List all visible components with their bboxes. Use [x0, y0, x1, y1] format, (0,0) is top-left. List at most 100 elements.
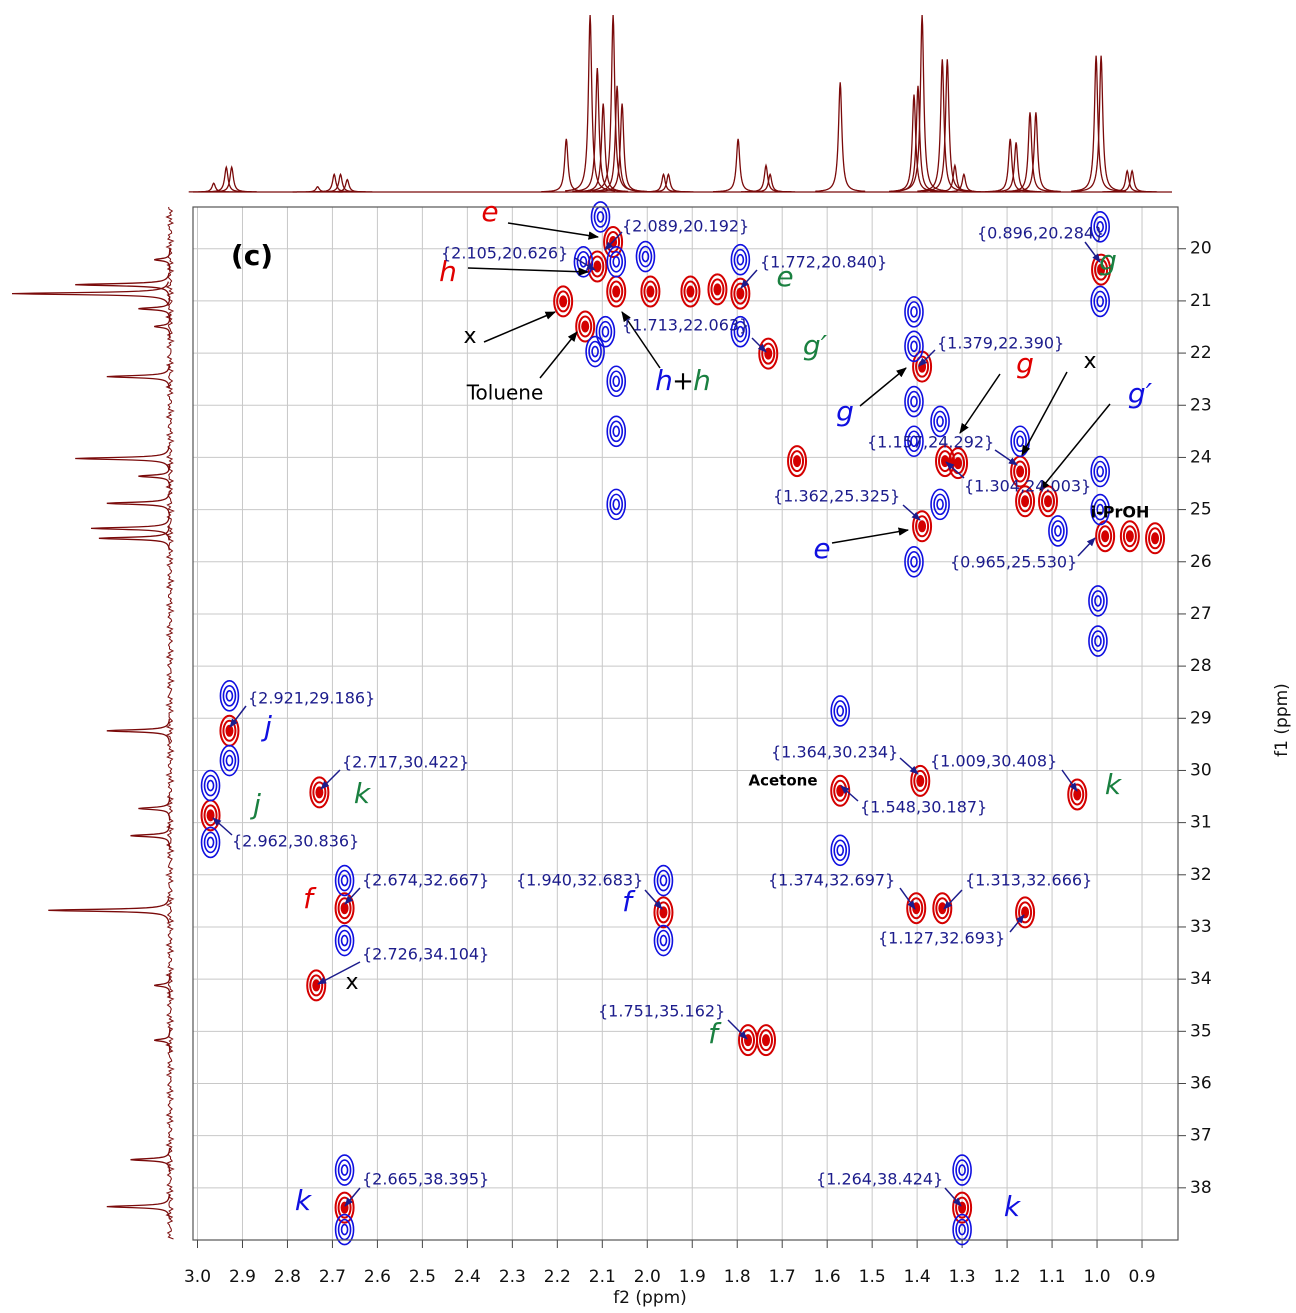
- contour-ring: [836, 705, 845, 717]
- cross-peak: [904, 425, 924, 458]
- contour-ring: [904, 425, 924, 458]
- x-tick-label: 3.0: [184, 1267, 211, 1287]
- contour-ring: [612, 375, 621, 388]
- x-tick-label: 1.3: [949, 1267, 976, 1287]
- contour-ring: [910, 764, 931, 797]
- contour-ring: [830, 834, 851, 867]
- contour-ring: [203, 774, 218, 797]
- contour-ring: [907, 430, 921, 453]
- contour-ring: [659, 906, 668, 919]
- contour-ring: [581, 320, 590, 333]
- contour-ring: [758, 337, 779, 370]
- contour-ring: [1073, 788, 1082, 801]
- arrow: [483, 311, 556, 343]
- contour-ring: [1090, 285, 1110, 318]
- x-tick-label: 1.8: [724, 1267, 751, 1287]
- contour-ring: [736, 325, 745, 338]
- annotation: h: [439, 255, 457, 288]
- f1-projection-peak: [75, 446, 170, 471]
- contour-ring: [612, 425, 621, 438]
- cross-peak: [575, 310, 596, 343]
- cross-peak: [730, 277, 751, 310]
- y-tick-label: 35: [1190, 1021, 1212, 1041]
- peak-label-arrow: [840, 785, 859, 802]
- contour-ring: [609, 370, 624, 393]
- contour-ring: [910, 395, 918, 408]
- grid: 3.0 2.9 2.8 2.7 2.6 2.5 2.4 2.3 2.2 2.1 2.0 1.9 1.8 1…: [184, 207, 1212, 1287]
- peak-label: {2.726,34.104}: [362, 945, 489, 964]
- f2-projection-peak: [188, 182, 239, 193]
- peak-label-arrow: [994, 449, 1018, 466]
- contour-ring: [793, 455, 802, 468]
- x-axis-label: f2 (ppm): [613, 1288, 687, 1308]
- peak-label: {1.264,38.424}: [816, 1170, 943, 1189]
- cross-peak: [606, 415, 627, 448]
- contour-ring: [907, 550, 921, 573]
- annotation: k: [354, 777, 372, 810]
- contour-ring: [653, 896, 674, 929]
- annotation: k: [295, 1184, 313, 1217]
- contour-ring: [686, 285, 695, 298]
- annotation: +: [672, 367, 694, 397]
- cross-peak: [606, 275, 627, 308]
- contour-ring: [222, 749, 237, 772]
- cross-peak: [635, 240, 656, 273]
- contour-ring: [656, 901, 671, 924]
- contour-ring: [1015, 896, 1036, 929]
- peak-label-arrow: [1061, 769, 1078, 792]
- annotation: e: [481, 195, 498, 228]
- contour-ring: [936, 415, 944, 428]
- contour-ring: [952, 1213, 972, 1246]
- x-tick-label: 2.8: [274, 1267, 301, 1287]
- contour-ring: [578, 315, 593, 338]
- y-tick-label: 25: [1190, 500, 1212, 520]
- cross-peak: [306, 969, 327, 1002]
- peak-label-arrow: [899, 757, 919, 775]
- f1-projection-peak: [154, 973, 171, 998]
- contour-ring: [955, 1159, 969, 1181]
- contour-ring: [1088, 625, 1108, 657]
- x-tick-label: 2.2: [544, 1267, 571, 1287]
- cross-peak: [1015, 485, 1036, 518]
- contour-ring: [730, 243, 751, 276]
- cross-peak: [1090, 211, 1110, 243]
- arrow: [467, 267, 590, 276]
- contour-ring: [206, 779, 215, 792]
- annotation: x: [1083, 349, 1096, 374]
- peak-label-arrow: [644, 889, 663, 910]
- f2-projection-peak: [1071, 55, 1122, 192]
- contour-ring: [833, 700, 848, 722]
- contour-ring: [1018, 490, 1033, 513]
- contour-ring: [910, 306, 918, 318]
- contour-ring: [1091, 590, 1105, 612]
- f1-projection-peak: [154, 314, 171, 339]
- contour-ring: [736, 253, 745, 266]
- contour-ring: [907, 335, 921, 358]
- peak-label: {2.962,30.836}: [232, 832, 359, 851]
- contour-ring: [306, 969, 327, 1002]
- contour-ring: [744, 1034, 753, 1047]
- y-tick-label: 28: [1190, 656, 1212, 676]
- contour-ring: [836, 844, 845, 857]
- contour-ring: [1090, 493, 1110, 526]
- contour-ring: [659, 934, 668, 947]
- contour-ring: [790, 450, 805, 473]
- cross-peak: [606, 365, 627, 398]
- contour-ring: [910, 555, 918, 568]
- contour-ring: [309, 974, 324, 997]
- cross-peak: [603, 225, 624, 258]
- x-tick-label: 1.6: [814, 1267, 841, 1287]
- contour-ring: [935, 445, 956, 478]
- peak-label-arrow: [317, 961, 361, 985]
- peak-label: {1.379,22.390}: [937, 334, 1064, 353]
- contour-ring: [938, 450, 953, 473]
- contour-ring: [606, 245, 627, 278]
- cross-peak: [219, 744, 240, 777]
- annotation: g: [1099, 244, 1117, 277]
- contour-ring: [312, 979, 321, 992]
- cross-peak: [334, 1154, 355, 1186]
- f2-projection-peak: [578, 103, 629, 193]
- annotation: k: [1004, 1190, 1022, 1223]
- peak-label-arrow: [918, 349, 936, 367]
